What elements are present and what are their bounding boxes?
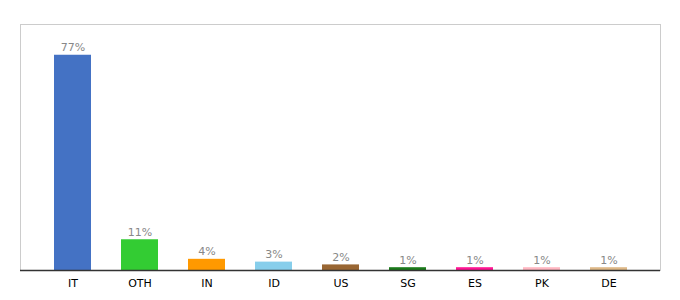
svg-text:1%: 1% xyxy=(533,254,550,267)
svg-text:3%: 3% xyxy=(265,248,282,261)
svg-text:1%: 1% xyxy=(466,254,483,267)
svg-text:4%: 4% xyxy=(198,245,215,258)
svg-text:2%: 2% xyxy=(332,251,349,264)
svg-text:DE: DE xyxy=(601,277,616,290)
svg-text:US: US xyxy=(333,277,348,290)
svg-text:1%: 1% xyxy=(600,254,617,267)
svg-text:ID: ID xyxy=(268,277,280,290)
svg-text:PK: PK xyxy=(535,277,550,290)
svg-text:SG: SG xyxy=(400,277,416,290)
svg-text:1%: 1% xyxy=(399,254,416,267)
svg-text:ES: ES xyxy=(468,277,482,290)
svg-text:77%: 77% xyxy=(61,41,85,54)
svg-text:OTH: OTH xyxy=(128,277,152,290)
svg-text:11%: 11% xyxy=(128,226,152,239)
svg-text:IT: IT xyxy=(68,277,78,290)
svg-text:IN: IN xyxy=(201,277,212,290)
